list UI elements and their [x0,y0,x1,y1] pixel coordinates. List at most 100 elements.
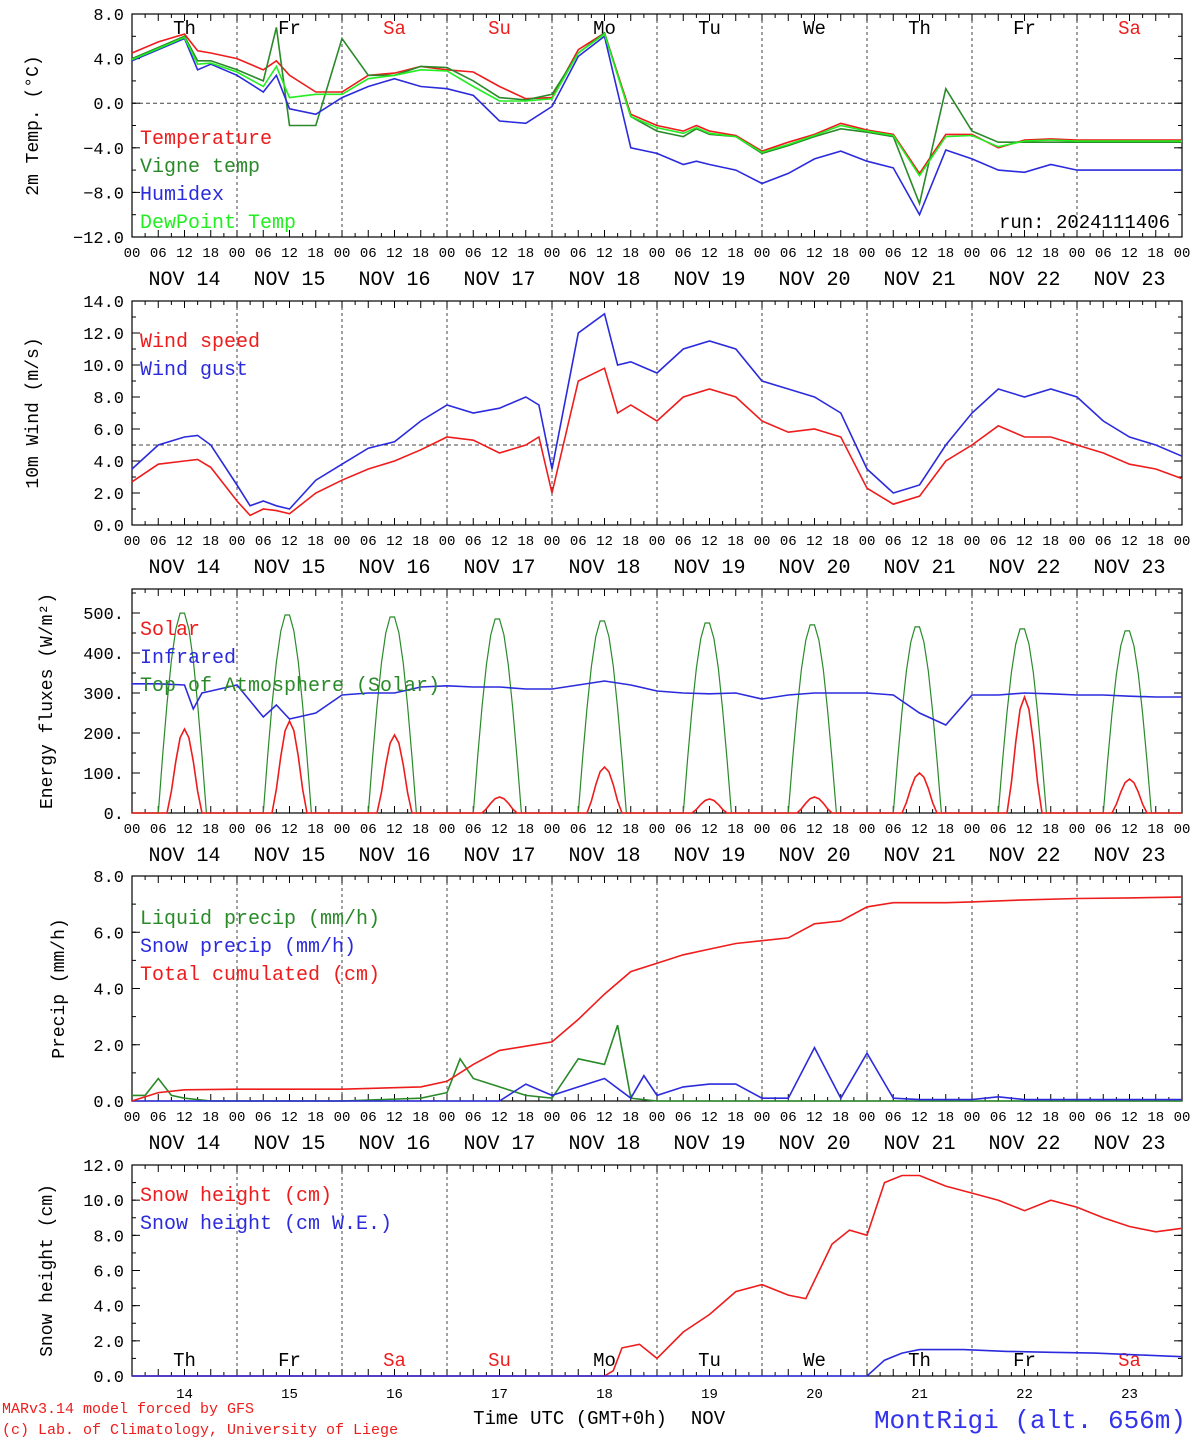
weekday-label: Tu [698,1350,721,1372]
hour-tick-label: 12 [386,1110,403,1126]
hour-tick-label: 12 [911,1110,928,1126]
y-tick-label: 12.0 [83,326,124,345]
weekday-label: Fr [1013,1350,1036,1372]
y-tick-label: 400. [83,646,124,665]
hour-tick-label: 00 [859,246,876,262]
hour-tick-label: 18 [1042,246,1059,262]
hour-tick-label: 06 [885,1110,902,1126]
day-label: NOV 18 [568,557,640,580]
hour-tick-label: 00 [124,246,141,262]
day-label: NOV 16 [358,1133,430,1156]
series-line [132,1174,1183,1377]
hour-tick-label: 00 [649,822,666,838]
hour-tick-label: 00 [859,534,876,550]
day-label: NOV 15 [253,845,325,868]
weekday-label: Th [173,1350,196,1372]
hour-tick-label: 00 [334,1110,351,1126]
hour-tick-label: 00 [334,822,351,838]
hour-tick-label: 00 [124,1110,141,1126]
panel-frame [131,588,1183,814]
day-label: NOV 23 [1093,1133,1165,1156]
hour-tick-label: 18 [937,246,954,262]
hour-tick-label: 18 [517,1110,534,1126]
run-label: run: 2024111406 [999,212,1170,234]
y-tick-label: 10.0 [83,1193,124,1212]
hour-tick-label: 06 [990,246,1007,262]
weekday-label: Fr [278,1350,301,1372]
hour-tick-label: 18 [412,1110,429,1126]
day-label: NOV 19 [673,845,745,868]
y-tick-label: 500. [83,606,124,625]
hour-tick-label: 18 [1147,1110,1164,1126]
day-number-label: 15 [281,1387,298,1403]
y-tick-label: 4.0 [93,1299,124,1318]
hour-tick-label: 00 [544,1110,561,1126]
day-label: NOV 22 [988,1133,1060,1156]
y-tick-label: 4.0 [93,982,124,1001]
y-tick-label: 300. [83,686,124,705]
day-label: NOV 22 [988,557,1060,580]
hour-tick-label: 06 [675,822,692,838]
hour-tick-label: 06 [570,822,587,838]
hour-tick-label: 12 [1121,534,1138,550]
weekday-label: Th [908,1350,931,1372]
y-tick-label: 0.0 [93,96,124,115]
hour-tick-label: 12 [911,246,928,262]
weekday-label: Fr [278,18,301,40]
hour-tick-label: 00 [1174,246,1191,262]
legend-entry: Snow precip (mm/h) [140,936,356,959]
hour-tick-label: 18 [622,246,639,262]
hour-tick-label: 18 [307,822,324,838]
hour-tick-label: 18 [412,822,429,838]
hour-tick-label: 12 [386,822,403,838]
hour-tick-label: 00 [229,1110,246,1126]
x-axis-title: Time UTC (GMT+0h) [473,1408,667,1430]
panel-3: 500. 400. 300. 200. 100. 0. Energy fluxes (W/m… [38,588,1190,868]
weekday-label: Sa [1118,18,1141,40]
hour-tick-label: 06 [150,822,167,838]
day-label: NOV 20 [778,557,850,580]
day-label: NOV 23 [1093,845,1165,868]
day-label: NOV 14 [148,557,220,580]
day-label: NOV 17 [463,1133,535,1156]
hour-tick-label: 18 [832,822,849,838]
y-tick-label: 14.0 [83,294,124,313]
hour-tick-label: 00 [1174,1110,1191,1126]
hour-tick-label: 00 [124,534,141,550]
hour-tick-label: 12 [386,534,403,550]
day-number-label: 23 [1121,1387,1138,1403]
day-label: NOV 18 [568,269,640,292]
hour-tick-label: 06 [150,534,167,550]
series-line [132,1045,1182,1102]
day-label: NOV 21 [883,269,955,292]
series-line [131,27,1182,207]
series-line [132,1024,1182,1102]
y-axis-title: 2m Temp. (°C) [24,55,44,195]
y-axis-title: Precip (mm/h) [50,918,70,1058]
day-label: NOV 14 [148,269,220,292]
hour-tick-label: 06 [1095,1110,1112,1126]
lab-credit: (c) Lab. of Climatology, University of L… [2,1422,398,1439]
y-tick-label: 6.0 [93,422,124,441]
hour-tick-label: 00 [859,822,876,838]
legend-entry: Total cumulated (cm) [140,964,380,987]
hour-tick-label: 18 [937,1110,954,1126]
y-tick-label: 8.0 [93,869,124,888]
weekday-label: Sa [383,1350,406,1372]
hour-tick-label: 06 [780,1110,797,1126]
weekday-label: Su [488,18,511,40]
y-tick-label: 8.0 [93,7,124,26]
day-number-label: 19 [701,1387,718,1403]
day-label: NOV 21 [883,557,955,580]
hour-tick-label: 06 [255,534,272,550]
day-label: NOV 19 [673,557,745,580]
hour-tick-label: 06 [360,1110,377,1126]
hour-tick-label: 12 [1121,246,1138,262]
hour-tick-label: 12 [806,1110,823,1126]
hour-tick-label: 12 [596,246,613,262]
y-tick-label: 10.0 [83,358,124,377]
hour-tick-label: 00 [544,534,561,550]
hour-tick-label: 18 [412,534,429,550]
hour-tick-label: 12 [281,1110,298,1126]
hour-tick-label: 06 [885,822,902,838]
